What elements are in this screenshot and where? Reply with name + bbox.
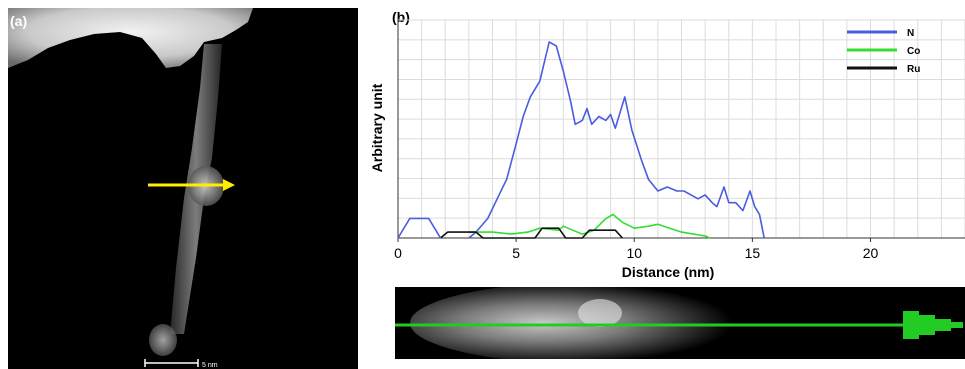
x-axis-label: Distance (nm) — [622, 264, 715, 280]
x-tick-label: 0 — [394, 245, 402, 261]
x-tick-label: 20 — [863, 245, 879, 261]
chart-series — [397, 41, 765, 239]
series-line-ru — [439, 227, 623, 239]
strip-scan-end-marker — [903, 311, 963, 339]
panel-b-label: (b) — [392, 9, 410, 25]
line-scan-strip-image — [395, 287, 965, 359]
series-line-n — [468, 41, 765, 239]
stem-image-panel: (a) 5 nm — [8, 8, 358, 369]
bright-material-region — [8, 8, 253, 68]
series-line-co — [468, 213, 711, 239]
legend-label-n: N — [907, 28, 914, 39]
panel-a-label: (a) — [10, 13, 27, 29]
scale-bar: 5 nm — [144, 359, 218, 369]
chart-grid — [397, 19, 965, 239]
x-tick-label: 10 — [626, 245, 642, 261]
chart-tick-labels: 0 5 10 15 20 — [394, 238, 878, 261]
x-tick-label: 5 — [512, 245, 520, 261]
chart-legend: N Co Ru — [847, 28, 920, 75]
series-line-n-segment — [397, 217, 442, 239]
y-axis-label: Arbitrary unit — [369, 83, 385, 172]
scale-bar-label: 5 nm — [202, 362, 218, 369]
line-profile-chart: (b) 0 5 10 15 20 Distance (nm) Arbitrary uni… — [369, 9, 965, 280]
legend-label-co: Co — [907, 46, 920, 57]
legend-label-ru: Ru — [907, 64, 920, 75]
strip-hotspot — [578, 299, 622, 327]
x-tick-label: 15 — [745, 245, 761, 261]
bottom-particle — [149, 324, 177, 356]
line-scan-arrow — [148, 179, 235, 191]
